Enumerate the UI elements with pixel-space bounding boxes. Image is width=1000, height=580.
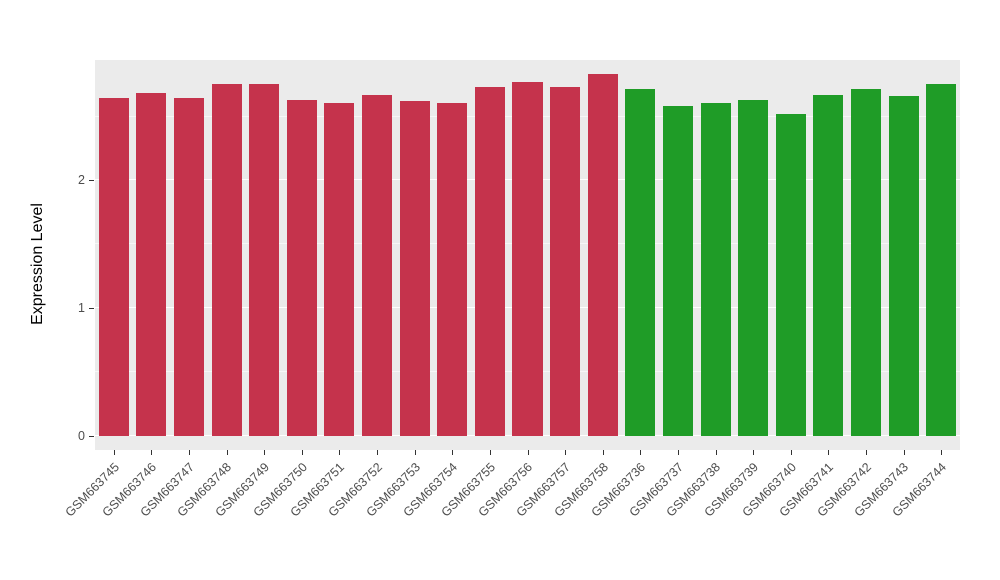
expression-bar-GSM663744	[926, 84, 957, 436]
y-axis-title: Expression Level	[29, 203, 46, 325]
x-tick-mark	[565, 450, 567, 455]
x-tick-mark	[753, 450, 755, 455]
x-tick-mark	[602, 450, 604, 455]
x-tick-mark	[489, 450, 491, 455]
x-tick-mark	[790, 450, 792, 455]
x-tick-mark	[113, 450, 115, 455]
x-tick-mark	[677, 450, 679, 455]
expression-bar-GSM663753	[399, 100, 430, 436]
expression-bar-GSM663750	[286, 99, 317, 436]
x-tick-mark	[414, 450, 416, 455]
x-tick-mark	[377, 450, 379, 455]
expression-bar-GSM663745	[98, 98, 129, 436]
x-tick-mark	[264, 450, 266, 455]
expression-bar-GSM663742	[850, 89, 881, 436]
y-tick-label: 2	[78, 173, 85, 188]
x-tick-mark	[828, 450, 830, 455]
expression-bar-GSM663755	[474, 86, 505, 436]
expression-bar-GSM663737	[662, 106, 693, 436]
expression-bar-GSM663752	[362, 94, 393, 436]
x-tick-mark	[715, 450, 717, 455]
x-tick-mark	[941, 450, 943, 455]
expression-bar-GSM663736	[625, 89, 656, 436]
y-tick-mark	[89, 308, 94, 310]
x-tick-mark	[903, 450, 905, 455]
x-tick-mark	[452, 450, 454, 455]
expression-bar-GSM663748	[211, 84, 242, 436]
expression-bar-GSM663740	[775, 113, 806, 436]
x-tick-mark	[527, 450, 529, 455]
expression-bar-GSM663738	[700, 103, 731, 436]
plot-panel	[95, 60, 960, 450]
x-tick-mark	[226, 450, 228, 455]
expression-bar-GSM663741	[813, 94, 844, 436]
y-tick-mark	[89, 180, 94, 182]
expression-bar-GSM663746	[136, 93, 167, 436]
x-tick-mark	[151, 450, 153, 455]
x-tick-mark	[339, 450, 341, 455]
x-tick-mark	[865, 450, 867, 455]
x-tick-mark	[189, 450, 191, 455]
y-tick-label: 1	[78, 301, 85, 316]
x-tick-mark	[301, 450, 303, 455]
expression-bar-GSM663754	[437, 103, 468, 436]
x-tick-mark	[640, 450, 642, 455]
expression-bar-GSM663747	[173, 98, 205, 436]
expression-bar-GSM663749	[249, 84, 280, 436]
expression-bar-GSM663756	[512, 81, 543, 436]
expression-bar-GSM663751	[324, 103, 355, 436]
expression-bar-GSM663757	[550, 86, 581, 436]
y-tick-label: 0	[78, 429, 85, 443]
expression-bar-GSM663743	[888, 95, 919, 436]
expression-bar-GSM663758	[587, 74, 618, 436]
y-tick-mark	[89, 436, 94, 437]
expression-bar-GSM663739	[738, 99, 769, 436]
